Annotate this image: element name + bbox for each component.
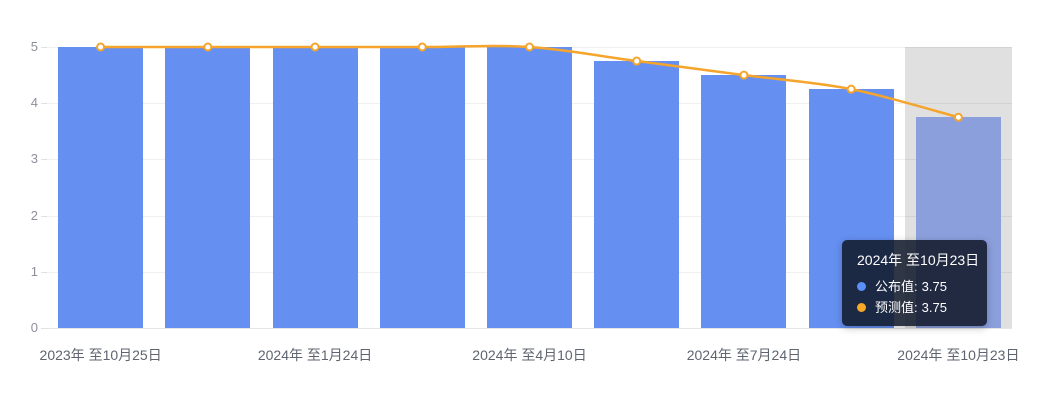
x-axis-label: 2024年 至7月24日 <box>686 347 802 363</box>
y-axis-label: 1 <box>30 263 38 279</box>
bar[interactable] <box>487 47 572 328</box>
x-axis-label: 2024年 至10月23日 <box>897 347 1020 363</box>
bar[interactable] <box>58 47 144 328</box>
bar[interactable] <box>165 47 251 328</box>
tooltip-forecast-label: 预测值: <box>875 300 918 315</box>
bar[interactable] <box>594 61 680 328</box>
x-axis-label: 2024年 至4月10日 <box>472 347 587 363</box>
y-gridline <box>47 328 1012 329</box>
tooltip-row-forecast: 预测值: 3.75 <box>857 297 973 318</box>
x-axis-label: 2023年 至10月25日 <box>39 347 162 363</box>
y-axis-label: 5 <box>30 39 38 54</box>
tooltip-published-label: 公布值: <box>875 279 918 294</box>
bar[interactable] <box>379 47 465 328</box>
tooltip-title: 2024年 至10月23日 <box>857 252 980 268</box>
tooltip-published-value: 3.75 <box>921 279 947 294</box>
y-axis-tick <box>41 271 47 273</box>
y-axis-tick <box>41 328 47 329</box>
y-axis-label: 4 <box>30 95 38 111</box>
y-axis-tick <box>41 159 47 161</box>
y-axis-label: 3 <box>30 151 38 167</box>
tooltip-forecast-value: 3.75 <box>921 300 947 315</box>
x-axis-label: 2024年 至1月24日 <box>257 347 373 363</box>
y-axis-label: 0 <box>30 320 38 335</box>
tooltip: 2024年 至10月23日 公布值: 3.75 预测值: 3.75 <box>842 240 987 326</box>
y-axis-tick <box>41 47 47 48</box>
bar[interactable] <box>701 75 787 328</box>
bar[interactable] <box>272 47 358 328</box>
published-value-dot-icon <box>857 282 866 291</box>
y-axis-tick <box>41 215 47 217</box>
tooltip-row-published: 公布值: 3.75 <box>857 276 973 297</box>
y-axis-label: 2 <box>30 207 38 223</box>
y-axis-tick <box>41 103 47 105</box>
forecast-value-dot-icon <box>857 303 866 312</box>
